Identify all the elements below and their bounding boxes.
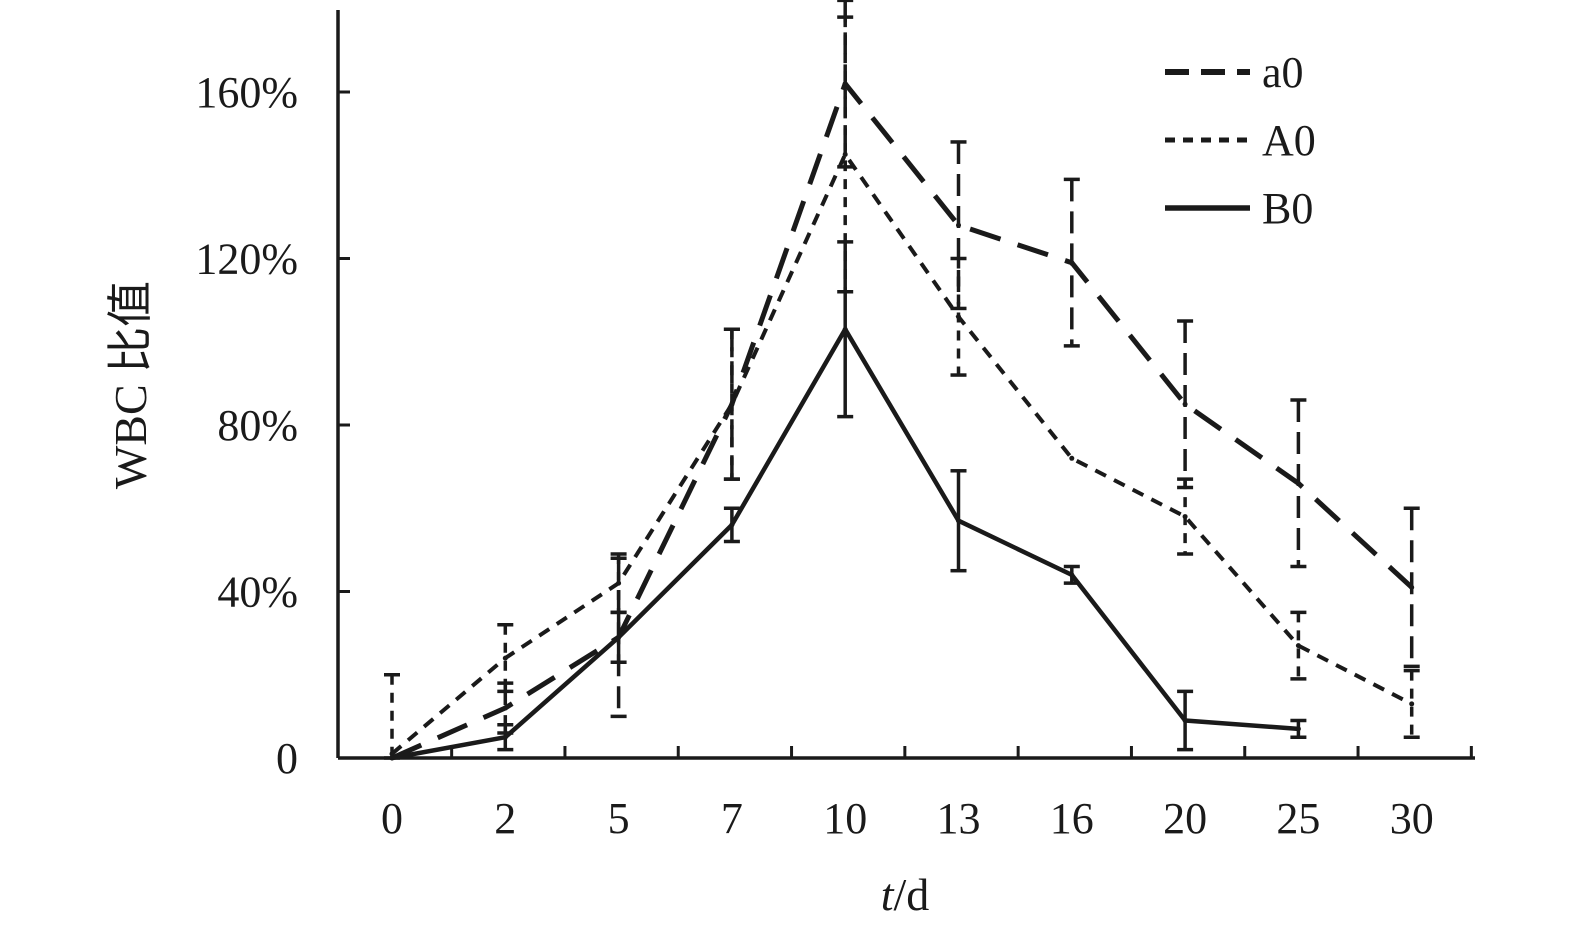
- x-axis-title-italic: t: [881, 869, 895, 920]
- data-point: [1182, 718, 1188, 724]
- data-point: [1069, 260, 1075, 266]
- data-point: [956, 518, 961, 524]
- data-point: [1295, 726, 1301, 732]
- data-point: [502, 734, 508, 740]
- data-point: [616, 634, 622, 640]
- data-point: [842, 151, 848, 157]
- data-point: [956, 314, 961, 320]
- data-point: [1182, 514, 1188, 520]
- data-point: [1182, 401, 1188, 407]
- y-axis-title: WBC 比值: [105, 281, 156, 489]
- data-point: [502, 705, 508, 711]
- data-point: [842, 81, 848, 87]
- x-tick-label: 25: [1276, 794, 1320, 843]
- data-point: [1409, 701, 1415, 707]
- legend-label-B0: B0: [1262, 184, 1313, 233]
- x-tick-label: 7: [721, 794, 743, 843]
- data-point: [1069, 455, 1075, 461]
- y-tick-label: 160%: [195, 68, 298, 117]
- legend-label-A0: A0: [1262, 116, 1316, 165]
- data-point: [729, 522, 735, 528]
- data-point: [1069, 572, 1075, 578]
- series-A0: [384, 15, 1420, 760]
- legend: a0 A0 B0: [1165, 48, 1316, 233]
- y-tick-label: 0: [276, 734, 298, 783]
- x-tick-label: 16: [1050, 794, 1094, 843]
- data-point: [1295, 643, 1301, 649]
- x-tick-label: 0: [381, 794, 403, 843]
- data-point: [502, 655, 508, 661]
- y-tick-label: 40%: [217, 568, 298, 617]
- x-tick-label: 13: [937, 794, 981, 843]
- x-axis-title-rest: /d: [894, 869, 930, 920]
- data-point: [1295, 480, 1301, 486]
- y-tick-label: 80%: [217, 401, 298, 450]
- data-point: [1409, 584, 1415, 590]
- series-line-A0: [390, 152, 1413, 756]
- x-axis-title: t/d: [881, 869, 930, 920]
- x-tick-label: 5: [608, 794, 630, 843]
- x-tick-label: 10: [823, 794, 867, 843]
- data-point: [616, 580, 622, 586]
- series-B0: [389, 240, 1307, 761]
- legend-label-a0: a0: [1262, 48, 1304, 97]
- x-tick-label: 2: [494, 794, 516, 843]
- data-point: [389, 751, 395, 757]
- series-a0: [389, 0, 1420, 761]
- y-tick-label: 120%: [195, 235, 298, 284]
- series-layer: [384, 0, 1420, 761]
- series-line-a0: [390, 81, 1414, 761]
- data-point: [729, 401, 735, 407]
- data-point: [956, 222, 961, 228]
- data-point: [842, 326, 848, 332]
- data-point: [389, 755, 395, 761]
- x-tick-label: 20: [1163, 794, 1207, 843]
- x-tick-label: 30: [1390, 794, 1434, 843]
